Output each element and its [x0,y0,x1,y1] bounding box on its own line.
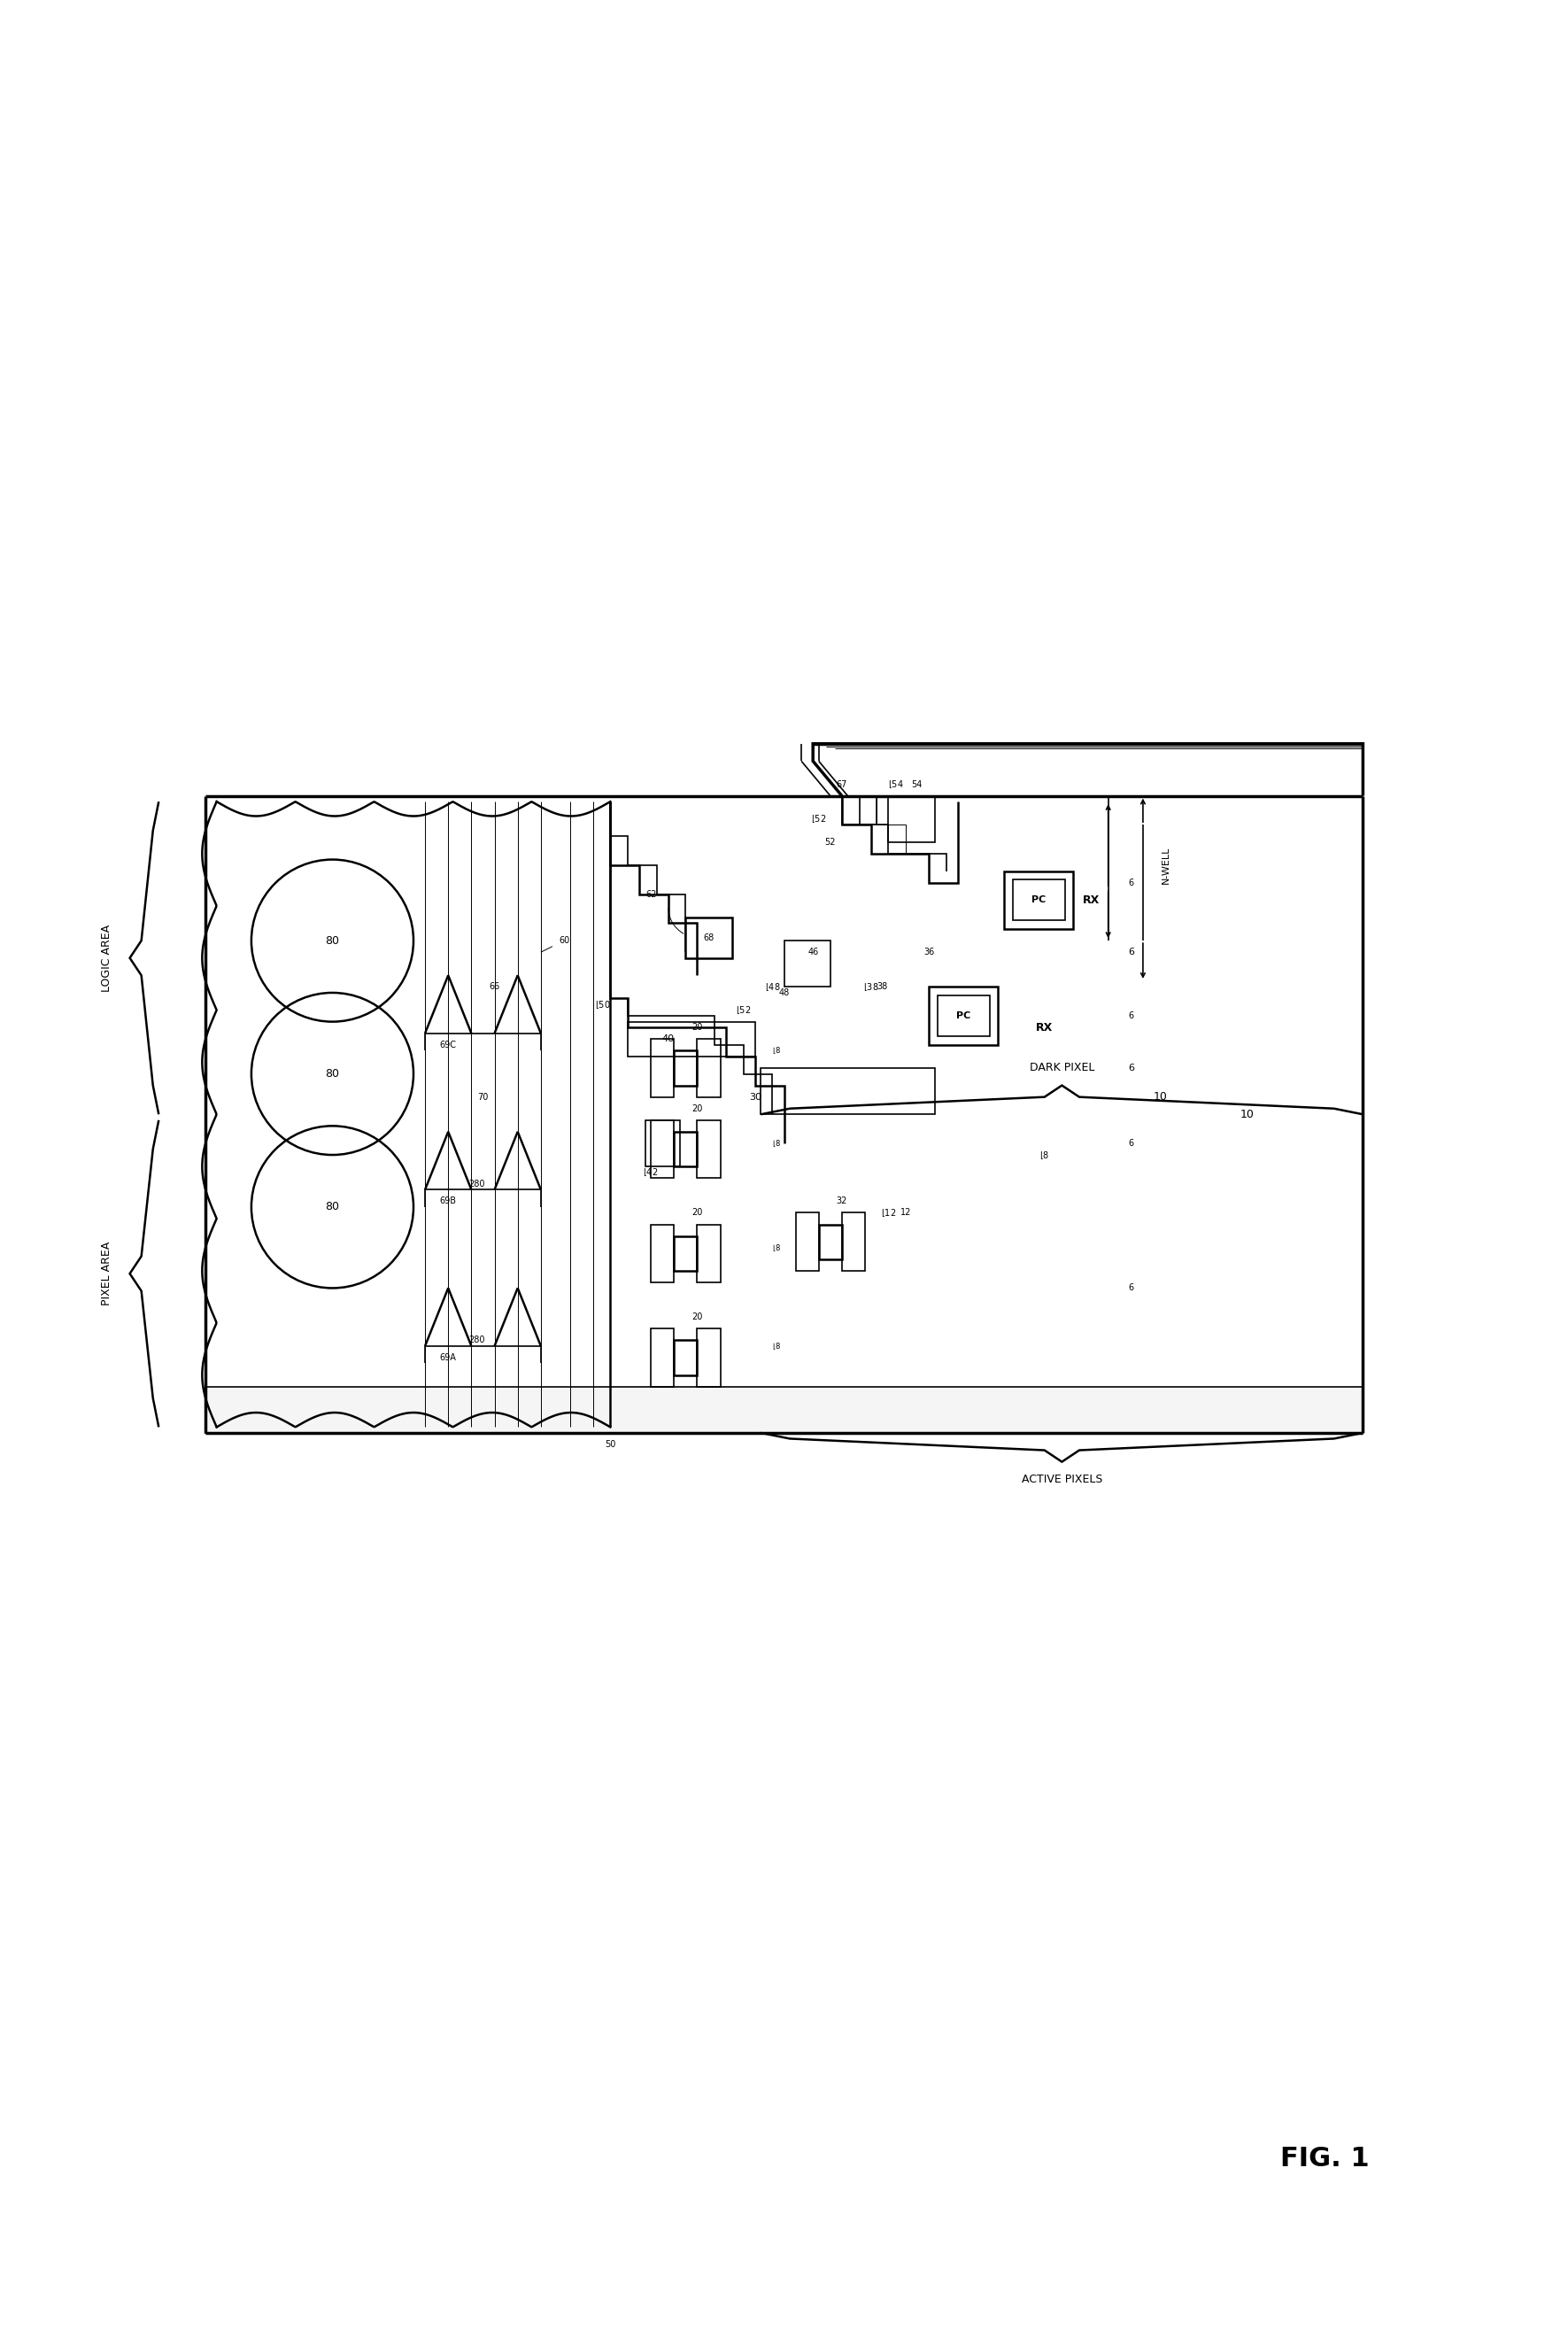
Text: $\mathsf{\lfloor}$42: $\mathsf{\lfloor}$42 [643,1166,659,1178]
Bar [674,1051,698,1086]
Text: 280: 280 [469,1180,486,1189]
Text: $\mathsf{\lfloor}$52: $\mathsf{\lfloor}$52 [811,814,826,826]
Bar [887,795,935,842]
Text: 60: 60 [558,936,569,945]
Text: 50: 50 [605,1440,616,1450]
Text: 6: 6 [1129,948,1135,957]
Text: DARK PIXEL: DARK PIXEL [1030,1063,1094,1074]
Text: 30: 30 [750,1093,760,1100]
Text: $\mathsf{\lfloor}$12: $\mathsf{\lfloor}$12 [881,1208,895,1218]
Text: N-WELL: N-WELL [1162,847,1171,884]
Text: 6: 6 [1129,1283,1134,1293]
Bar [674,1340,698,1375]
Bar [644,1119,681,1166]
Text: 46: 46 [808,948,818,957]
Text: ACTIVE PIXELS: ACTIVE PIXELS [1021,1473,1102,1485]
Text: 6: 6 [1129,1011,1134,1021]
Text: 68: 68 [704,934,713,943]
Text: 20: 20 [691,1314,702,1321]
Text: 6: 6 [1129,1063,1135,1072]
Text: $\mathsf{\lfloor}$8: $\mathsf{\lfloor}$8 [1040,1150,1049,1161]
Text: 10: 10 [1240,1110,1254,1119]
Bar [784,941,831,988]
Text: LOGIC AREA: LOGIC AREA [100,924,113,992]
Text: PC: PC [1032,896,1046,906]
Bar [818,1225,842,1260]
Bar [698,1225,720,1283]
Bar [698,1328,720,1386]
Text: $\mathsf{\lfloor}$8: $\mathsf{\lfloor}$8 [773,1046,781,1056]
Text: 62: 62 [646,889,657,899]
Bar [795,1213,818,1272]
Text: $\mathsf{\lfloor}$8: $\mathsf{\lfloor}$8 [773,1243,781,1253]
Text: PIXEL AREA: PIXEL AREA [100,1241,113,1307]
Bar [938,995,989,1037]
Bar [651,1225,674,1283]
Text: 6: 6 [1129,1138,1134,1147]
Bar [651,1328,674,1386]
Text: 80: 80 [325,1067,340,1079]
Text: 69B: 69B [439,1196,456,1206]
Text: 20: 20 [691,1023,702,1032]
Text: PC: PC [956,1011,971,1021]
Text: 70: 70 [478,1093,488,1100]
Text: $\mathsf{\lfloor}$50: $\mathsf{\lfloor}$50 [594,999,610,1011]
Text: 67: 67 [836,779,847,788]
Text: 20: 20 [691,1208,702,1218]
Text: 80: 80 [325,934,340,945]
Text: 80: 80 [325,1201,340,1213]
Bar [698,1119,720,1178]
Text: 69A: 69A [441,1354,456,1363]
Text: $\mathsf{\lfloor}$48: $\mathsf{\lfloor}$48 [765,981,781,992]
Text: FIG. 1: FIG. 1 [1281,2147,1369,2170]
Text: $\mathsf{\lfloor}$8: $\mathsf{\lfloor}$8 [773,1138,781,1150]
Text: $\mathsf{\lfloor}$38: $\mathsf{\lfloor}$38 [862,981,878,992]
Bar [842,795,877,826]
Text: RX: RX [1036,1023,1054,1032]
Text: 48: 48 [779,988,789,997]
Bar [760,1067,935,1114]
Text: 36: 36 [924,948,935,957]
Text: 40: 40 [662,1035,674,1044]
Bar [928,988,999,1044]
Text: 20: 20 [691,1105,702,1112]
Bar [674,1236,698,1272]
Text: $\mathsf{\lfloor}$54: $\mathsf{\lfloor}$54 [887,779,903,791]
Bar [685,917,732,957]
Text: 32: 32 [836,1196,847,1206]
Text: 10: 10 [1154,1091,1167,1103]
Text: 6: 6 [1129,877,1134,887]
Bar [1013,880,1065,920]
Bar [1004,870,1074,929]
Text: 52: 52 [825,838,836,847]
Text: RX: RX [1082,894,1099,906]
Text: 69C: 69C [439,1039,456,1049]
Text: 66: 66 [489,983,500,992]
Bar [674,1131,698,1166]
Text: 38: 38 [877,983,887,992]
Text: $\mathsf{\lfloor}$8: $\mathsf{\lfloor}$8 [773,1340,781,1351]
Bar [698,1039,720,1098]
Bar [651,1119,674,1178]
Bar [205,1386,1363,1433]
Text: 54: 54 [911,779,922,788]
Bar [627,1023,756,1056]
Text: $\mathsf{\lfloor}$52: $\mathsf{\lfloor}$52 [735,1004,751,1016]
Text: 12: 12 [900,1208,911,1218]
Text: 280: 280 [469,1335,486,1344]
Bar [842,1213,866,1272]
Bar [651,1039,674,1098]
